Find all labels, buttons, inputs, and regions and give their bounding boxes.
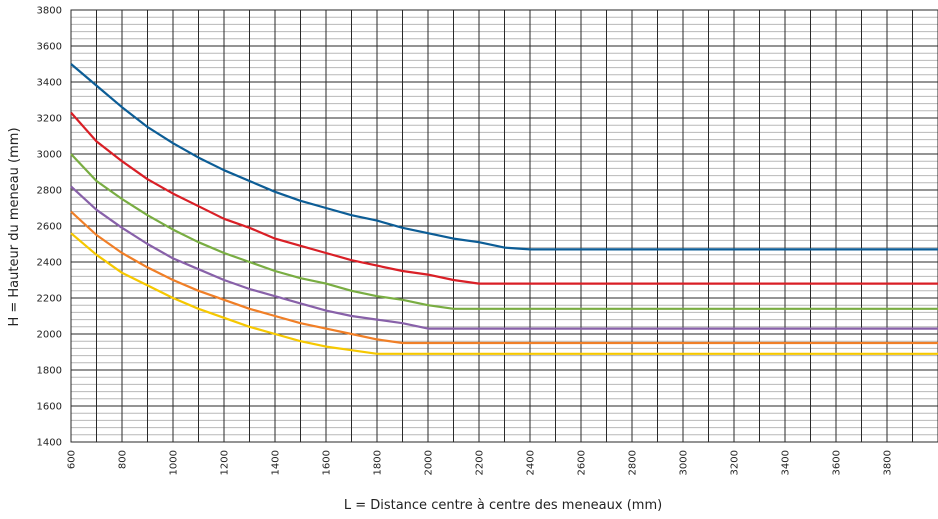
series-line-2 [70, 111, 938, 285]
x-tick-label: 2200 [475, 450, 486, 475]
x-tick-label: 1800 [373, 450, 384, 475]
y-tick-label: 2400 [37, 258, 62, 269]
y-tick-label: 2600 [37, 222, 62, 233]
y-tick-label: 3000 [37, 150, 62, 161]
plot-frame [70, 9, 938, 443]
y-tick-label: 3800 [37, 6, 62, 17]
x-tick-label: 2400 [526, 450, 537, 475]
y-tick-label: 2200 [37, 294, 62, 305]
x-tick-label: 3400 [781, 450, 792, 475]
x-tick-label: 2000 [424, 450, 435, 475]
grid [70, 9, 938, 443]
series-line-5 [70, 210, 938, 345]
y-tick-label: 3600 [37, 42, 62, 53]
y-axis-title: H = Hauteur du meneau (mm) [7, 127, 22, 326]
x-tick-label: 2600 [577, 450, 588, 475]
series-group [70, 63, 938, 355]
y-tick-label: 1600 [37, 402, 62, 413]
y-tick-label: 1400 [37, 438, 62, 449]
x-tick-label: 3200 [730, 450, 741, 475]
x-tick-label: 800 [118, 450, 129, 469]
series-line-6 [70, 232, 938, 355]
x-tick-label: 3000 [679, 450, 690, 475]
series-line-3 [70, 153, 938, 310]
x-tick-label: 1200 [220, 450, 231, 475]
series-line-4 [70, 185, 938, 330]
x-tick-label: 2800 [628, 450, 639, 475]
x-tick-label: 600 [67, 450, 78, 469]
x-tick-label: 1000 [169, 450, 180, 475]
x-tick-label: 3800 [883, 450, 894, 475]
x-tick-label: 1600 [322, 450, 333, 475]
series-line-1 [70, 63, 938, 251]
y-tick-label: 3200 [37, 114, 62, 125]
axes: 1400 1600 1800 2000 2200 2400 2600 2800 3000 3200… [37, 6, 894, 476]
x-tick-label: 3600 [832, 450, 843, 475]
x-axis-title: L = Distance centre à centre des meneaux… [344, 498, 662, 513]
y-tick-label: 1800 [37, 366, 62, 377]
x-tick-label: 1400 [271, 450, 282, 475]
y-tick-label: 2000 [37, 330, 62, 341]
y-tick-label: 3400 [37, 78, 62, 89]
y-tick-label: 2800 [37, 186, 62, 197]
